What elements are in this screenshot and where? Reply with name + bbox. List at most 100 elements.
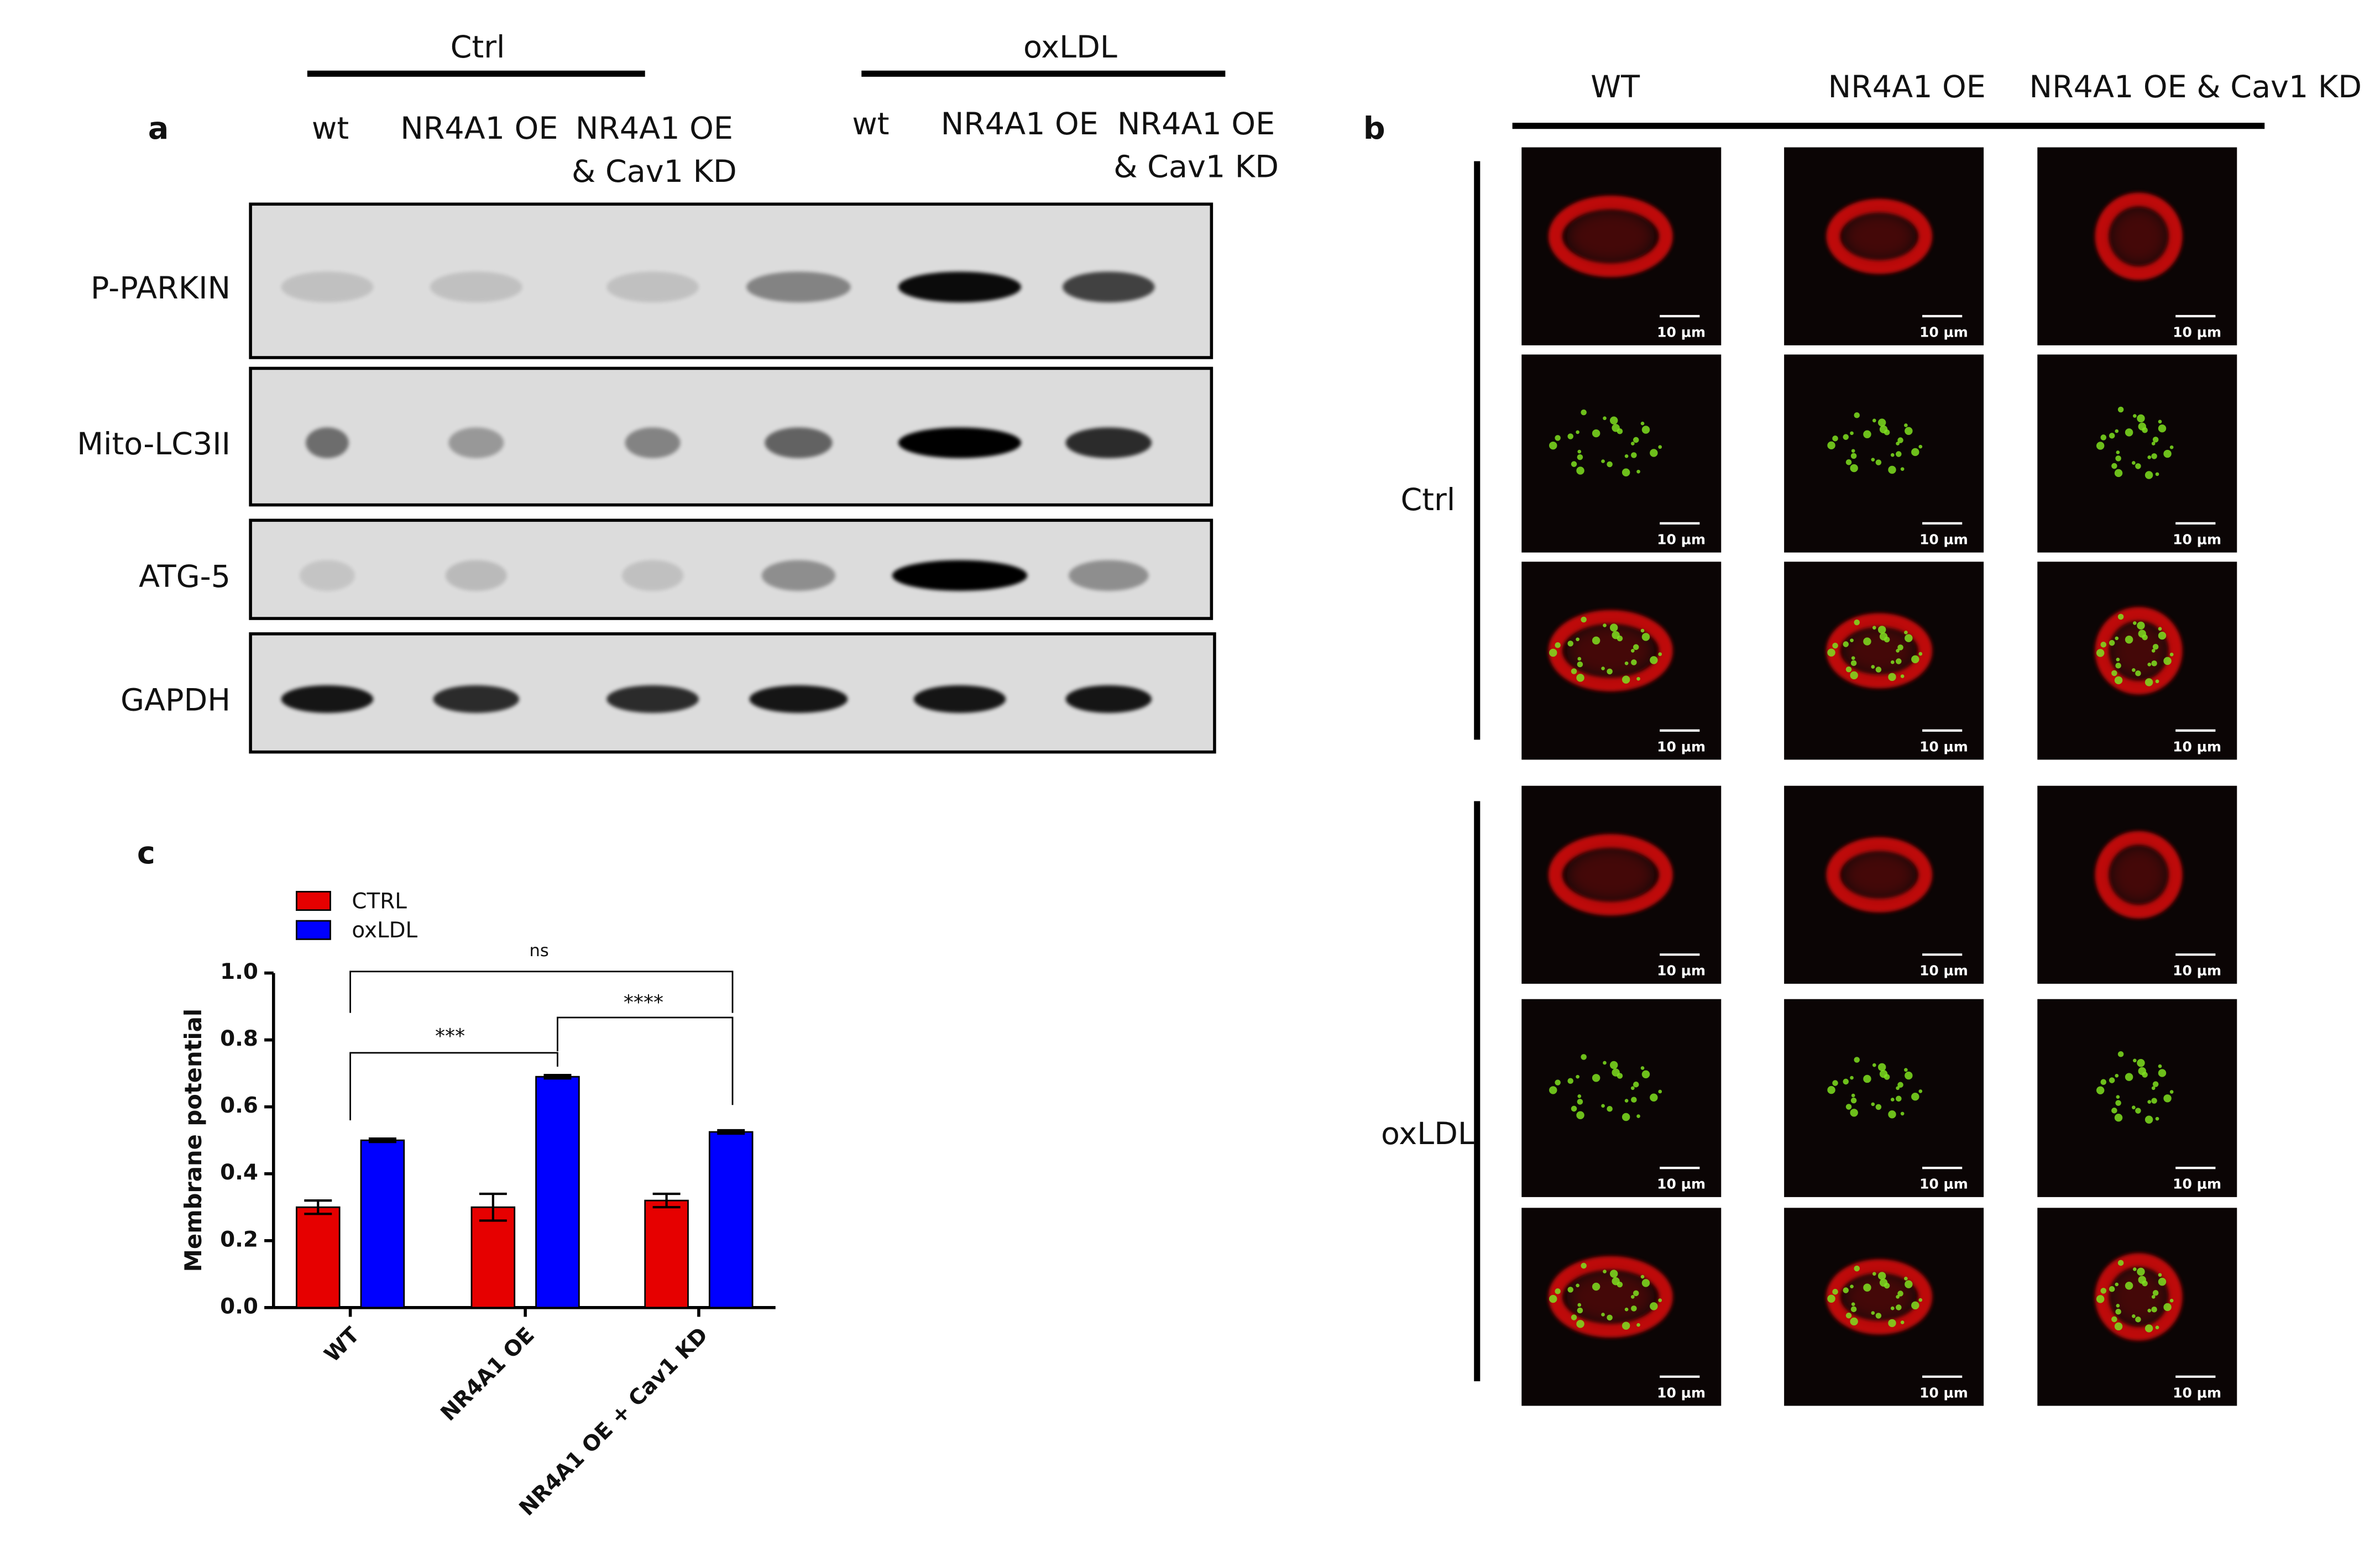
green-signal [1890,453,1895,457]
green-signal [1624,454,1629,458]
green-signal [1650,449,1658,457]
green-signal [2115,636,2119,641]
green-signal [1621,675,1630,684]
green-signal [2169,1298,2174,1303]
lane-label: & Cav1 KD [1113,149,1279,185]
green-signal [1897,1082,1903,1088]
green-signal [1603,1270,1607,1273]
panel-label: a [148,111,169,146]
scale-bar-label: 10 μm [2173,738,2221,754]
green-signal [1581,616,1587,623]
green-signal [2115,1308,2121,1315]
blot-band [898,427,1022,458]
green-signal [2155,1325,2159,1330]
bar [296,1206,341,1309]
green-signal [1567,1287,1573,1293]
legend-swatch [296,920,331,940]
green-signal [1650,1302,1658,1310]
green-signal [1630,649,1635,653]
green-signal [2138,1276,2146,1284]
green-signal [2158,424,2167,433]
green-signal [1850,638,1854,642]
green-signal [1897,644,1903,651]
y-tick-label: 0.2 [220,1227,258,1252]
green-signal [1872,626,1876,630]
column-label: WT [1591,69,1640,105]
green-signal [2114,469,2123,478]
green-signal [1576,637,1579,642]
green-signal [1875,459,1882,465]
green-signal [2117,1260,2124,1266]
green-signal [1905,634,1913,642]
green-signal [1577,454,1583,460]
lane-label: NR4A1 OE [400,111,558,146]
red-signal [1548,834,1673,916]
y-tick-label: 1.0 [220,959,258,984]
green-signal [1630,1295,1635,1299]
green-signal [1911,1301,1919,1310]
green-signal [1577,1303,1582,1307]
blot-band [1065,685,1152,713]
green-signal [1890,1098,1895,1102]
green-signal [1641,426,1650,434]
green-signal [1900,467,1905,471]
green-signal [1871,665,1875,669]
green-signal [2163,449,2172,458]
green-signal [1603,416,1607,421]
green-signal [2137,414,2145,423]
green-signal [1567,433,1573,439]
green-signal [1888,1319,1896,1328]
scale-bar-label: 10 μm [1919,324,1968,340]
green-signal [1633,1081,1639,1088]
green-signal [1631,1097,1637,1103]
green-signal [1567,641,1573,647]
green-signal [1888,673,1896,681]
blot-band [281,685,374,713]
green-signal [1845,459,1852,465]
red-signal [2095,192,2183,280]
green-signal [1879,425,1888,434]
green-signal [1581,1054,1587,1060]
green-signal [2147,662,2152,667]
green-signal [1832,1288,1838,1295]
green-signal [1843,1287,1849,1293]
green-signal [2144,678,2153,686]
green-signal [1592,1074,1600,1082]
green-signal [1641,1279,1650,1287]
red-signal [1548,196,1673,277]
green-signal [1843,1078,1849,1085]
green-signal [2116,1303,2120,1308]
green-signal [1896,658,1902,664]
green-signal [2115,662,2121,669]
significance-bracket [349,971,734,1013]
green-signal [1879,1278,1888,1287]
green-signal [1636,677,1640,681]
lane-label: NR4A1 OE [576,111,733,146]
green-signal [1827,1085,1835,1094]
significance-bracket [349,1052,558,1121]
green-signal [1549,648,1557,657]
green-signal [2147,455,2152,459]
blot-band [1069,560,1149,591]
green-signal [1896,442,1900,445]
scale-bar-label: 10 μm [2173,531,2221,547]
blot-band [622,560,684,591]
green-signal [2137,621,2145,630]
green-signal [1875,667,1882,673]
green-signal [1850,1076,1854,1080]
green-signal [2116,450,2120,454]
blot-band [448,427,504,458]
green-signal [1863,1283,1871,1292]
green-signal [1888,465,1896,474]
scale-bar-label: 10 μm [2173,1176,2221,1192]
green-signal [2096,442,2105,450]
green-signal [1640,421,1645,426]
green-signal [1576,430,1579,434]
red-signal [1826,837,1933,913]
scale-bar-label: 10 μm [2173,1385,2221,1401]
green-signal [1612,424,1620,432]
green-signal [1576,1074,1579,1079]
error-bar [304,1199,332,1215]
row-label: Ctrl [1401,482,1456,518]
